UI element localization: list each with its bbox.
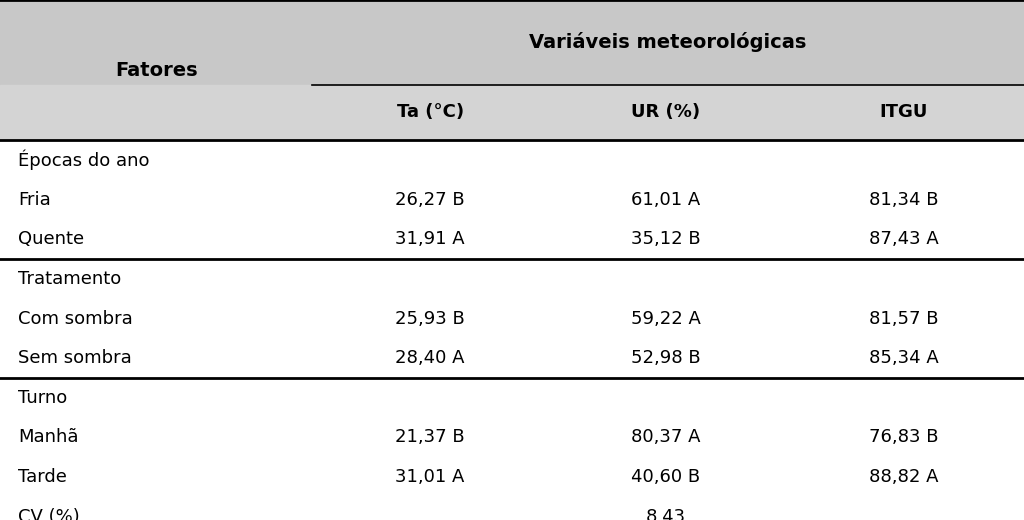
Text: CV (%): CV (%) <box>18 508 80 520</box>
Text: ITGU: ITGU <box>880 103 928 121</box>
Text: Variáveis meteorológicas: Variáveis meteorológicas <box>529 32 807 53</box>
Text: UR (%): UR (%) <box>631 103 700 121</box>
Text: 31,01 A: 31,01 A <box>395 468 465 486</box>
Text: 76,83 B: 76,83 B <box>869 428 938 447</box>
Text: 40,60 B: 40,60 B <box>631 468 700 486</box>
Text: Com sombra: Com sombra <box>18 309 133 328</box>
Bar <box>0 0 1024 85</box>
Text: 25,93 B: 25,93 B <box>395 309 465 328</box>
Text: 21,37 B: 21,37 B <box>395 428 465 447</box>
Text: 59,22 A: 59,22 A <box>631 309 700 328</box>
Bar <box>0 140 1024 520</box>
Text: Quente: Quente <box>18 230 85 248</box>
Text: Manhã: Manhã <box>18 428 79 447</box>
Bar <box>0 85 1024 140</box>
Text: 28,40 A: 28,40 A <box>395 349 465 367</box>
Text: 35,12 B: 35,12 B <box>631 230 700 248</box>
Text: 8,43: 8,43 <box>645 508 686 520</box>
Text: 80,37 A: 80,37 A <box>631 428 700 447</box>
Text: Fria: Fria <box>18 191 51 209</box>
Text: 52,98 B: 52,98 B <box>631 349 700 367</box>
Text: Sem sombra: Sem sombra <box>18 349 132 367</box>
Text: Fatores: Fatores <box>115 61 198 80</box>
Text: 85,34 A: 85,34 A <box>868 349 939 367</box>
Text: 81,57 B: 81,57 B <box>869 309 938 328</box>
Text: Tarde: Tarde <box>18 468 68 486</box>
Text: 31,91 A: 31,91 A <box>395 230 465 248</box>
Text: Turno: Turno <box>18 389 68 407</box>
Text: 81,34 B: 81,34 B <box>869 191 938 209</box>
Text: Épocas do ano: Épocas do ano <box>18 150 150 170</box>
Text: 61,01 A: 61,01 A <box>631 191 700 209</box>
Text: 88,82 A: 88,82 A <box>869 468 938 486</box>
Text: 26,27 B: 26,27 B <box>395 191 465 209</box>
Text: 87,43 A: 87,43 A <box>868 230 939 248</box>
Text: Tratamento: Tratamento <box>18 270 122 288</box>
Text: Ta (°C): Ta (°C) <box>396 103 464 121</box>
